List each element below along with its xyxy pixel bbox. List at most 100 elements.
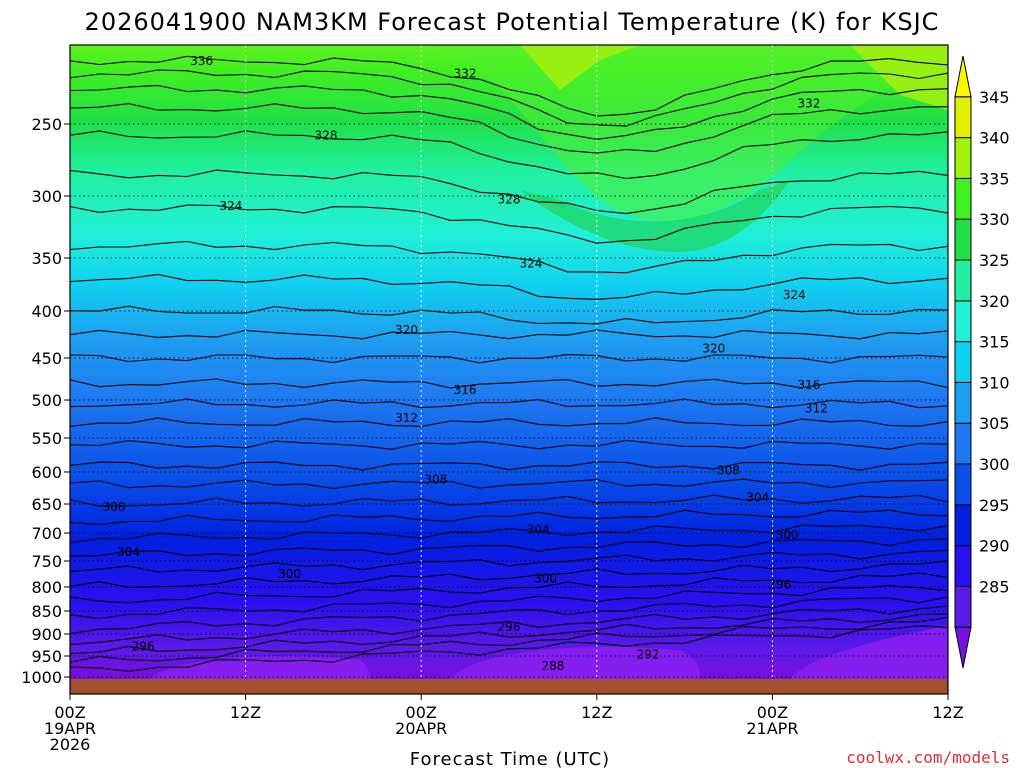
- contour-line: [70, 439, 948, 450]
- contour-line: [70, 572, 948, 604]
- contour-label: 300: [534, 572, 557, 586]
- contour-line: [70, 305, 948, 325]
- contour-label: 312: [805, 401, 828, 415]
- contour-line: [70, 240, 948, 274]
- chart-title: 2026041900 NAM3KM Forecast Potential Tem…: [85, 8, 940, 36]
- x-tick-label: 12Z: [581, 703, 612, 722]
- upper-right-region: [850, 45, 948, 110]
- contour-line: [70, 585, 948, 620]
- contour-line: [70, 103, 948, 154]
- colorbar-tick-label: 330: [979, 210, 1010, 229]
- x-tick-label: 00Z: [54, 703, 85, 722]
- contour-line: [70, 378, 948, 389]
- x-tick-label: 19APR: [44, 719, 96, 738]
- y-tick-label: 250: [31, 115, 62, 134]
- colorbar-segment: [954, 300, 972, 343]
- terrain-band: [70, 679, 948, 694]
- contour-line: [70, 613, 948, 655]
- contour-label: 304: [117, 545, 140, 559]
- x-tick-label: 12Z: [932, 703, 963, 722]
- credit-text: coolwx.com/models: [846, 748, 1010, 767]
- contour-label: 320: [702, 342, 725, 356]
- cold-surface-pocket-2: [450, 646, 700, 679]
- y-tick-label: 500: [31, 391, 62, 410]
- peak-region: [520, 45, 640, 90]
- contour-line: [70, 69, 948, 127]
- colorbar-segment: [954, 626, 972, 669]
- colorbar-tick-label: 345: [979, 88, 1010, 107]
- colorbar-tick-label: 310: [979, 373, 1010, 392]
- contour-line: [70, 130, 948, 180]
- colorbar: 345 340 335 330 325 320 315 310 305 300 295 290 285: [954, 55, 1010, 669]
- contour-label: 308: [424, 473, 447, 487]
- colorbar-segment: [954, 585, 972, 628]
- colorbar-segment: [954, 259, 972, 302]
- colorbar-segment: [954, 137, 972, 179]
- contour-line: [70, 204, 948, 244]
- plot-area: 250 300 350 400 450 500 550 600 650 700 750 800 850 9…: [21, 44, 964, 754]
- x-tick-label: 00Z: [757, 703, 788, 722]
- y-tick-label: 900: [31, 625, 62, 644]
- y-tick-label: 350: [31, 249, 62, 268]
- x-tick-label: 2026: [50, 735, 91, 754]
- contour-line: [70, 596, 948, 635]
- contour-label: 332: [798, 96, 821, 110]
- x-tick-label: 12Z: [230, 703, 261, 722]
- colorbar-tick-label: 315: [979, 333, 1010, 352]
- contour-label: 296: [768, 577, 791, 591]
- colorbar-tick-label: 325: [979, 251, 1010, 270]
- colorbar-segment: [954, 504, 972, 547]
- contour-label: 336: [190, 54, 213, 68]
- contour-label: 304: [746, 491, 769, 505]
- x-tick-label: 20APR: [395, 719, 447, 738]
- colorbar-tick-label: 305: [979, 414, 1010, 433]
- cold-surface-pocket-1: [150, 656, 370, 679]
- contour-label: 296: [498, 620, 521, 634]
- contour-label: 324: [519, 256, 542, 270]
- colorbar-segment: [954, 177, 972, 220]
- contour-label: 332: [454, 66, 477, 80]
- contour-label: 320: [395, 323, 418, 337]
- contour-label: 296: [132, 639, 155, 653]
- colorbar-tick-label: 295: [979, 496, 1010, 515]
- contour-line: [70, 329, 948, 340]
- plot-frame: [69, 44, 949, 695]
- colorbar-tick-label: 340: [979, 129, 1010, 148]
- contour-label: 304: [527, 523, 550, 537]
- colorbar-segment: [954, 545, 972, 587]
- x-tick-label: 00Z: [406, 703, 437, 722]
- contour-label: 328: [315, 129, 338, 143]
- contour-label: 324: [220, 199, 243, 213]
- colorbar-segment: [954, 96, 972, 139]
- y-tick-label: 450: [31, 349, 62, 368]
- mid-cool-pocket: [520, 180, 790, 252]
- x-axis-label: Forecast Time (UTC): [410, 749, 610, 768]
- contour-label: 328: [498, 193, 521, 207]
- colorbar-tick-label: 320: [979, 292, 1010, 311]
- contour-label: 324: [783, 288, 806, 302]
- cold-surface-pocket-3: [790, 625, 948, 679]
- contour-line: [70, 169, 948, 215]
- contour-label: 300: [776, 528, 799, 542]
- contour-label: 292: [637, 648, 660, 662]
- colorbar-tick-label: 300: [979, 455, 1010, 474]
- contour-label: 312: [395, 411, 418, 425]
- contour-line: [70, 398, 948, 409]
- contour-label: 300: [278, 567, 301, 581]
- contour-line: [70, 538, 948, 557]
- contour-line: [70, 273, 948, 300]
- contour-line: [70, 616, 948, 663]
- y-tick-label: 300: [31, 187, 62, 206]
- x-tick-label: 21APR: [746, 719, 798, 738]
- contour-label: 308: [102, 500, 125, 514]
- contour-label: 316: [798, 378, 821, 392]
- colorbar-segment: [954, 463, 972, 506]
- y-tick-label: 650: [31, 495, 62, 514]
- grid: [70, 45, 948, 679]
- contour-line: [70, 478, 948, 490]
- contour-labels: 336 332 332 328 328 324 324 324 320 320 316 316 312 3…: [102, 54, 827, 673]
- colorbar-segment: [954, 341, 972, 383]
- y-tick-label: 800: [31, 578, 62, 597]
